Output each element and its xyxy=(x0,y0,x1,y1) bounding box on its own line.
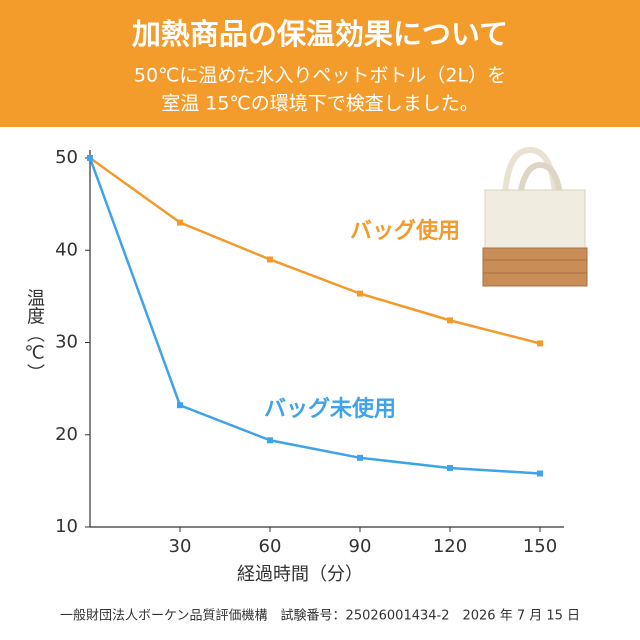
data-point xyxy=(537,470,543,477)
data-point xyxy=(357,290,363,297)
y-axis-label: 温度（℃） xyxy=(24,288,45,381)
data-point xyxy=(267,437,273,444)
data-point xyxy=(537,340,543,347)
y-tick-label: 10 xyxy=(55,516,78,537)
series-line xyxy=(88,157,541,475)
data-point xyxy=(447,464,453,471)
data-point xyxy=(177,219,183,226)
legend-label: バッグ使用 xyxy=(350,218,460,244)
y-tick-label: 50 xyxy=(55,147,78,168)
x-axis-label: 経過時間（分） xyxy=(237,564,363,585)
x-tick-label: 150 xyxy=(523,536,557,557)
data-point xyxy=(267,256,273,263)
series-line xyxy=(89,156,541,345)
legend-label: バッグ未使用 xyxy=(264,396,396,422)
y-tick-label: 20 xyxy=(55,424,78,445)
data-point xyxy=(177,402,183,409)
x-tick-label: 90 xyxy=(349,536,372,557)
subtitle: 室温 15℃の環境下で検査しました。 xyxy=(161,93,479,115)
x-tick-label: 30 xyxy=(169,536,192,557)
chart-title: 加熱商品の保温効果について xyxy=(132,17,508,51)
x-tick-label: 60 xyxy=(259,536,282,557)
footnote: 一般財団法人ボーケン品質評価機構 試験番号：25026001434-2 2026… xyxy=(60,608,580,624)
data-point xyxy=(447,317,453,324)
subtitle: 50℃に温めた水入りペットボトル（2L）を xyxy=(134,65,506,87)
x-tick-label: 120 xyxy=(433,536,467,557)
data-point xyxy=(357,454,363,461)
header-bg xyxy=(0,0,640,127)
y-tick-label: 40 xyxy=(55,239,78,260)
y-tick-label: 30 xyxy=(55,332,78,353)
bag-illustration xyxy=(482,146,588,287)
data-point xyxy=(87,155,93,161)
